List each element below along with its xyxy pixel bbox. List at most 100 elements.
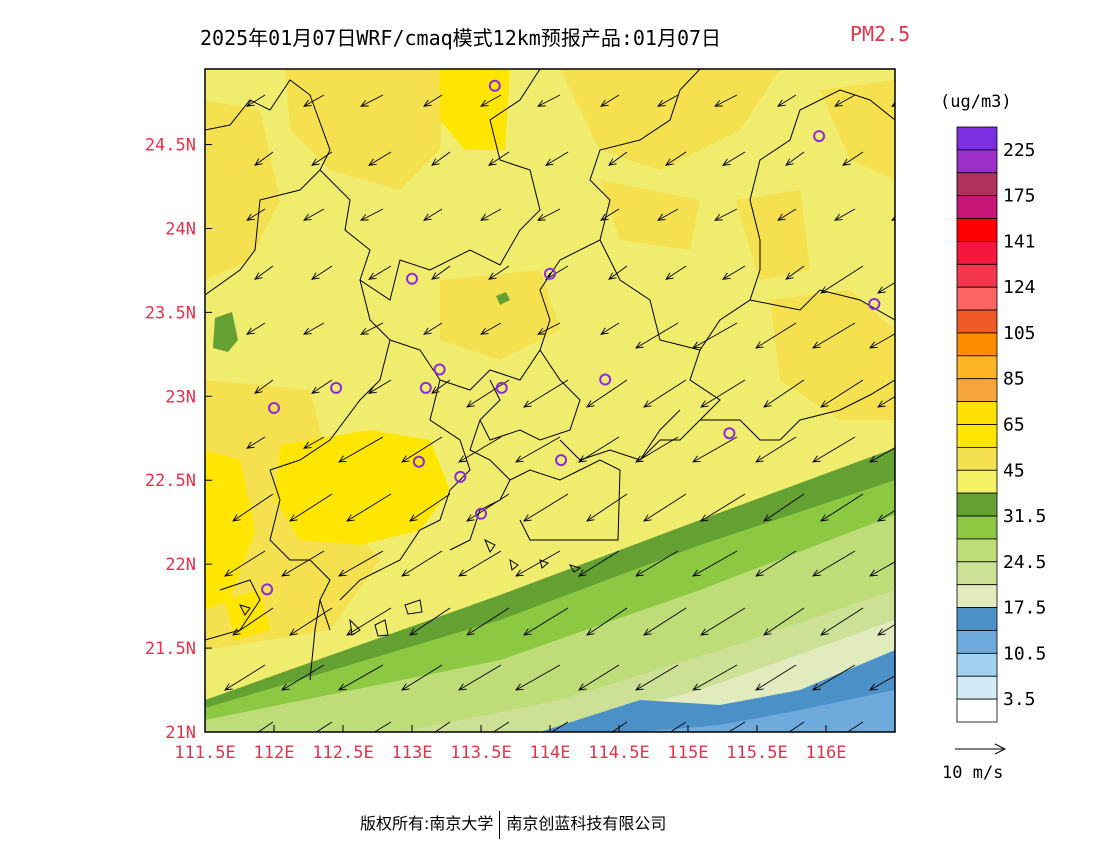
wind-arrow <box>458 436 502 463</box>
legend-swatch <box>956 492 998 517</box>
company-text: 南京创蓝科技有限公司 <box>506 814 667 833</box>
y-tick-label: 24N <box>165 219 196 239</box>
wind-arrow <box>338 436 384 463</box>
station-marker <box>268 402 280 415</box>
x-tick-label: 115E <box>668 743 709 763</box>
wind-arrow <box>338 664 384 691</box>
station-marker <box>261 583 274 596</box>
wind-arrow <box>846 721 864 732</box>
pollutant-label: PM2.5 <box>850 22 911 46</box>
wind-arrow <box>665 265 687 280</box>
wind-arrow <box>692 322 738 349</box>
wind-arrow <box>515 550 561 577</box>
wind-arrow <box>431 265 451 280</box>
wind-arrow <box>692 550 738 577</box>
legend-swatch <box>956 378 998 403</box>
legend-label: 124 <box>1003 277 1036 298</box>
wind-arrow <box>891 101 895 107</box>
legend-swatch <box>956 286 998 311</box>
legend-swatch <box>956 652 998 677</box>
wind-arrow <box>431 151 451 166</box>
wind-arrow <box>700 379 746 408</box>
wind-arrow <box>303 208 325 221</box>
station-marker <box>599 373 612 386</box>
wind-arrow <box>431 379 451 394</box>
wind-arrow <box>820 493 864 522</box>
legend-swatch <box>956 515 998 540</box>
wind-arrow <box>254 151 274 166</box>
wind-arrow <box>289 607 333 636</box>
wind-arrow <box>368 265 392 280</box>
wind-arrow <box>311 151 333 166</box>
wind-arrow <box>257 721 274 732</box>
wind-arrow <box>586 379 628 408</box>
x-tick-label: 111.5E <box>174 743 235 763</box>
wind-arrow <box>842 151 864 166</box>
legend-swatch <box>956 675 998 700</box>
station-marker <box>406 272 418 285</box>
legend-swatch <box>956 630 998 654</box>
legend-swatch <box>956 332 998 357</box>
wind-arrow <box>281 664 325 691</box>
station-marker <box>475 507 487 520</box>
x-tick-label: 115.5E <box>726 743 787 763</box>
wind-arrow <box>755 322 797 349</box>
wind-arrow <box>777 208 797 221</box>
wind-arrow <box>714 208 738 221</box>
wind-arrow <box>578 436 620 463</box>
legend-label: 45 <box>1003 460 1025 481</box>
wind-arrow <box>692 436 738 463</box>
wind-arrow <box>755 550 797 577</box>
wind-arrow <box>488 151 510 166</box>
wind-arrow <box>360 322 384 335</box>
wind-arrow <box>657 94 679 107</box>
legend-units: (ug/m3) <box>940 92 1012 112</box>
x-tick-label: 114.5E <box>588 743 649 763</box>
coastline-islands <box>239 538 582 637</box>
wind-arrow <box>834 208 856 221</box>
wind-arrow <box>303 322 325 335</box>
wind-arrow <box>869 447 895 463</box>
legend-label: 225 <box>1003 140 1036 161</box>
wind-arrow <box>466 379 510 408</box>
wind-arrow <box>763 379 805 408</box>
wind-arrow <box>869 675 895 691</box>
wind-arrow <box>254 265 274 280</box>
legend-swatch <box>956 538 998 563</box>
wind-arrow <box>812 322 856 349</box>
wind-arrow <box>657 208 679 221</box>
wind-arrow <box>763 493 805 522</box>
wind-arrow <box>246 208 266 221</box>
wind-arrow <box>434 721 451 732</box>
wind-arrow <box>891 215 895 221</box>
x-tick-label: 113.5E <box>450 743 511 763</box>
wind-arrow <box>303 436 325 449</box>
legend-swatch <box>956 263 998 288</box>
wind-arrow <box>635 322 679 349</box>
copyright-text: 版权所有:南京大学 <box>360 814 494 833</box>
wind-arrow <box>289 493 333 522</box>
color-legend: 225 175 141 124 105 85 65 45 31.5 24.5 17.5 10.5 3.5 <box>956 126 1046 723</box>
wind-arrow <box>820 379 864 408</box>
wind-arrow <box>785 265 805 280</box>
wind-arrow <box>401 550 443 577</box>
wind-arrow <box>812 664 856 691</box>
concentration-field <box>205 69 895 732</box>
wind-arrow <box>869 333 895 349</box>
y-tick-label: 22.5N <box>145 471 196 491</box>
wind-arrow <box>777 94 797 107</box>
wind-arrow <box>714 94 738 107</box>
legend-label: 31.5 <box>1003 506 1046 527</box>
footer-divider <box>499 810 501 839</box>
wind-arrow <box>586 493 628 522</box>
wind-arrow <box>665 151 687 166</box>
wind-arrow <box>600 208 620 221</box>
station-marker <box>868 297 881 310</box>
wind-arrow <box>785 151 805 166</box>
wind-arrow <box>423 208 443 221</box>
wind-arrow <box>635 436 679 463</box>
legend-swatch <box>956 126 998 151</box>
legend-label: 175 <box>1003 186 1036 207</box>
x-axis: 111.5E 112E 112.5E 113E 113.5E 114E 114.5E 115E… <box>174 725 846 763</box>
